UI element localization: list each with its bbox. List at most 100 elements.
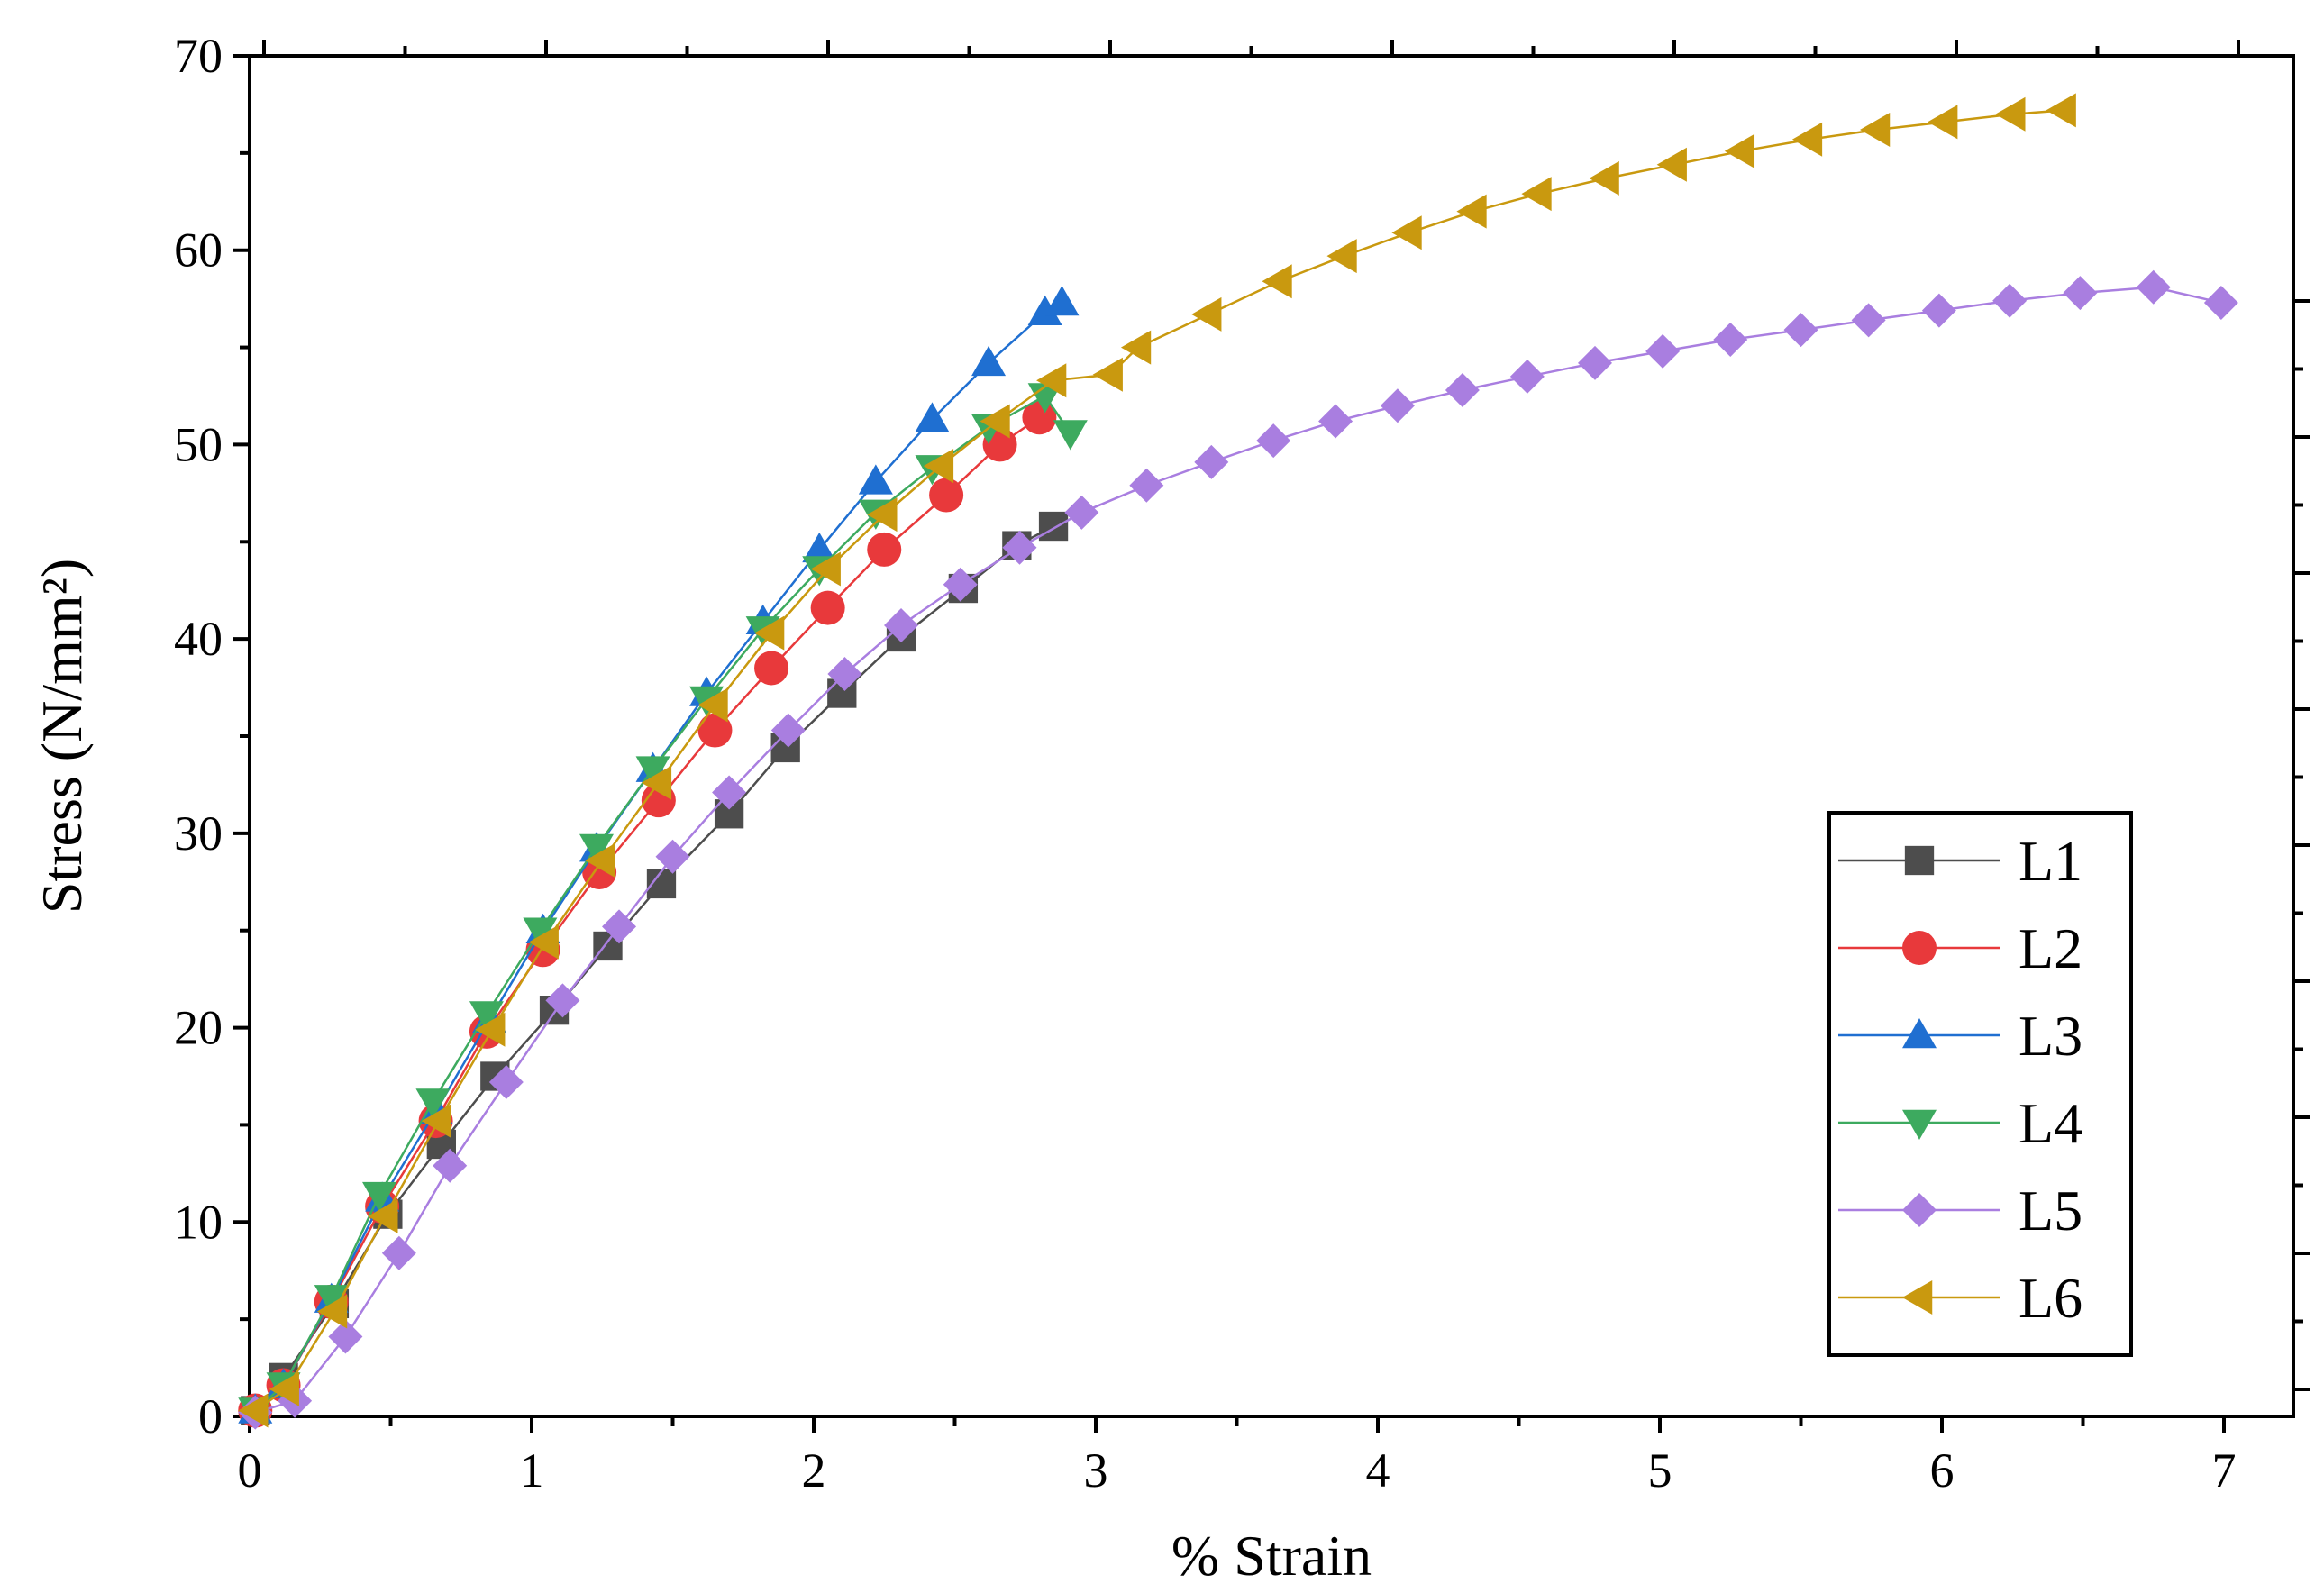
data-point-l5 bbox=[884, 608, 919, 643]
data-point-l3 bbox=[1027, 295, 1062, 325]
data-point-l5 bbox=[1645, 333, 1681, 369]
series-line-l6 bbox=[254, 109, 2064, 1412]
data-point-l4 bbox=[415, 1088, 451, 1119]
data-point-l3 bbox=[802, 532, 837, 563]
series-line-l1 bbox=[254, 524, 1054, 1412]
legend-label-l1: L1 bbox=[2019, 829, 2082, 893]
legend-marker-l3 bbox=[1902, 1018, 1937, 1049]
data-point-l5 bbox=[770, 713, 806, 748]
data-point-l6 bbox=[1391, 215, 1422, 250]
data-point-l5 bbox=[1713, 322, 1748, 357]
data-point-l6 bbox=[1791, 122, 1823, 157]
x-tick-label: 5 bbox=[1648, 1443, 1672, 1497]
data-point-l4 bbox=[635, 756, 670, 787]
data-point-l5 bbox=[1194, 444, 1229, 479]
data-point-l4 bbox=[361, 1181, 396, 1213]
legend-marker-l4 bbox=[1902, 1109, 1937, 1140]
data-point-l6 bbox=[1092, 357, 1123, 392]
data-point-l4 bbox=[1027, 383, 1062, 414]
data-point-l6 bbox=[980, 404, 1010, 439]
data-point-l5 bbox=[1380, 388, 1415, 423]
data-point-l6 bbox=[1036, 363, 1067, 398]
data-point-l5 bbox=[655, 839, 690, 874]
legend-marker-l5 bbox=[1902, 1193, 1937, 1227]
data-point-l6 bbox=[1521, 177, 1552, 212]
data-point-l3 bbox=[858, 464, 893, 495]
series-l5 bbox=[238, 269, 2238, 1430]
data-point-l6 bbox=[1120, 330, 1152, 365]
legend-label-l6: L6 bbox=[2019, 1266, 2082, 1330]
data-point-l2 bbox=[810, 590, 845, 625]
data-point-l6 bbox=[316, 1294, 348, 1329]
data-point-l6 bbox=[238, 1393, 269, 1428]
y-tick-label: 70 bbox=[174, 29, 223, 83]
data-point-l5 bbox=[1509, 359, 1545, 394]
data-point-l4 bbox=[579, 833, 614, 864]
data-point-l6 bbox=[697, 687, 728, 723]
x-axis-title: % Strain bbox=[1171, 1524, 1372, 1588]
data-point-l5 bbox=[1921, 293, 1956, 328]
data-point-l5 bbox=[1851, 303, 1886, 338]
data-point-l2 bbox=[697, 713, 733, 748]
y-tick-label: 30 bbox=[174, 806, 223, 860]
data-point-l6 bbox=[923, 449, 954, 484]
x-tick-label: 7 bbox=[2212, 1443, 2237, 1497]
x-tick-label: 0 bbox=[238, 1443, 262, 1497]
data-point-l5 bbox=[1064, 495, 1099, 530]
data-point-l5 bbox=[1445, 373, 1480, 408]
data-point-l4 bbox=[1053, 420, 1088, 451]
series-line-l2 bbox=[254, 416, 1041, 1412]
x-tick-label: 1 bbox=[520, 1443, 544, 1497]
data-point-l6 bbox=[1326, 239, 1357, 274]
data-point-l6 bbox=[1724, 133, 1755, 168]
y-tick-label: 10 bbox=[174, 1195, 223, 1249]
data-point-l6 bbox=[528, 924, 559, 960]
legend: L1 L2 L3 L4 L5 L6 bbox=[1827, 811, 2133, 1357]
data-point-l5 bbox=[545, 983, 580, 1018]
data-point-l6 bbox=[421, 1104, 451, 1139]
y-tick-label: 50 bbox=[174, 417, 223, 471]
data-point-l5 bbox=[381, 1235, 416, 1270]
y-tick-label: 20 bbox=[174, 1001, 223, 1055]
data-point-l3 bbox=[1044, 285, 1080, 316]
data-point-l6 bbox=[269, 1371, 299, 1406]
legend-box bbox=[1827, 811, 2133, 1357]
data-point-l6 bbox=[1656, 147, 1687, 182]
data-point-l5 bbox=[1992, 283, 2028, 318]
data-point-l5 bbox=[1318, 404, 1353, 439]
legend-label-l2: L2 bbox=[2019, 916, 2082, 980]
data-point-l6 bbox=[810, 551, 841, 587]
data-point-l3 bbox=[915, 402, 950, 432]
data-point-l5 bbox=[943, 567, 978, 602]
data-point-l5 bbox=[2136, 269, 2171, 305]
legend-marker-l1 bbox=[1904, 845, 1935, 876]
y-tick-label: 40 bbox=[174, 612, 223, 666]
data-point-l6 bbox=[867, 497, 898, 533]
data-point-l6 bbox=[1589, 160, 1619, 196]
x-tick-label: 3 bbox=[1084, 1443, 1108, 1497]
data-point-l5 bbox=[1002, 530, 1037, 565]
legend-label-l3: L3 bbox=[2019, 1004, 2082, 1068]
data-point-l6 bbox=[754, 615, 785, 651]
data-point-l5 bbox=[433, 1148, 468, 1183]
data-point-l5 bbox=[2063, 276, 2098, 311]
series-l2 bbox=[238, 400, 1057, 1428]
series-l4 bbox=[238, 383, 1088, 1428]
data-point-l6 bbox=[1456, 194, 1487, 229]
x-tick-label: 6 bbox=[1930, 1443, 1955, 1497]
data-point-l6 bbox=[585, 843, 615, 878]
data-point-l5 bbox=[712, 775, 747, 810]
data-point-l5 bbox=[1256, 423, 1291, 459]
data-point-l1 bbox=[1038, 511, 1069, 542]
data-point-l5 bbox=[1578, 345, 1613, 380]
legend-marker-l2 bbox=[1902, 931, 1937, 965]
data-point-l6 bbox=[1860, 112, 1891, 147]
data-point-l4 bbox=[314, 1285, 349, 1315]
data-point-l6 bbox=[1191, 296, 1222, 332]
data-point-l5 bbox=[827, 656, 862, 691]
legend-marker-l6 bbox=[1902, 1280, 1933, 1315]
data-point-l2 bbox=[929, 478, 964, 513]
series-l6 bbox=[238, 93, 2076, 1428]
legend-label-l5: L5 bbox=[2019, 1179, 2082, 1243]
